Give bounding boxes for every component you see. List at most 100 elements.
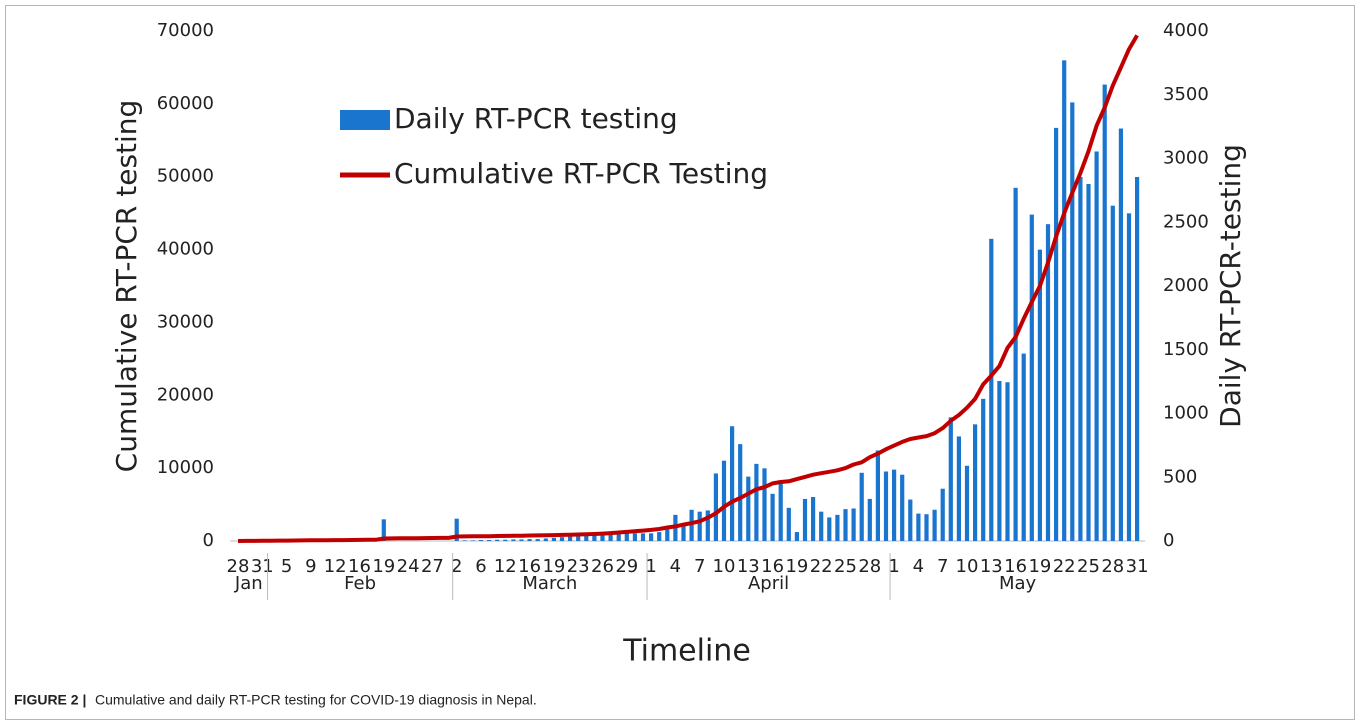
y-tick-label: 30000 xyxy=(157,311,214,332)
bar xyxy=(568,536,573,541)
bar xyxy=(835,514,840,541)
bar xyxy=(916,513,921,541)
x-tick-label: 16 xyxy=(1004,556,1027,577)
x-tick-label: 22 xyxy=(1053,556,1076,577)
bar xyxy=(964,465,970,541)
y-tick-label: 60000 xyxy=(157,93,214,114)
x-tick-label: 28 xyxy=(227,556,250,577)
bar xyxy=(511,539,516,541)
bar xyxy=(600,533,605,541)
y2-tick-label: 0 xyxy=(1163,530,1174,551)
y-tick-label: 20000 xyxy=(157,384,214,405)
bar xyxy=(1078,176,1083,542)
bar xyxy=(381,519,386,541)
bar xyxy=(705,510,710,541)
x-tick-label: 22 xyxy=(810,556,833,577)
bar xyxy=(681,525,686,541)
legend-label: Daily RT-PCR testing xyxy=(394,102,678,135)
bar xyxy=(462,540,467,541)
x-tick-label: 9 xyxy=(305,556,316,577)
bar xyxy=(875,450,880,541)
y2-tick-label: 2000 xyxy=(1163,275,1209,296)
x-tick-label: 12 xyxy=(494,556,517,577)
bar xyxy=(543,538,548,541)
month-label: Feb xyxy=(344,573,376,594)
bar xyxy=(584,535,589,541)
bar xyxy=(956,436,961,541)
x-axis-title: Timeline xyxy=(622,634,751,669)
bar xyxy=(948,417,953,541)
month-label: April xyxy=(748,573,789,594)
legend-label: Cumulative RT-PCR Testing xyxy=(394,157,768,190)
x-tick-label: 26 xyxy=(591,556,614,577)
y2-tick-label: 1000 xyxy=(1163,403,1209,424)
x-tick-label: 19 xyxy=(372,556,395,577)
frame xyxy=(5,5,1355,720)
bar xyxy=(1005,382,1010,541)
y2-tick-label: 500 xyxy=(1163,466,1197,487)
bar xyxy=(932,509,937,541)
y-tick-label: 40000 xyxy=(157,239,214,260)
bar xyxy=(794,532,799,541)
y-tick-label: 50000 xyxy=(157,166,214,187)
bar xyxy=(924,514,929,541)
y2-axis-title: Daily RT-PCR-testing xyxy=(1214,144,1247,428)
x-tick-label: 7 xyxy=(694,556,705,577)
bar xyxy=(730,426,735,541)
x-tick-label: 28 xyxy=(858,556,881,577)
bar xyxy=(519,539,524,541)
x-tick-label: 29 xyxy=(615,556,638,577)
bar xyxy=(746,476,751,541)
bar xyxy=(738,444,743,541)
bar xyxy=(1062,60,1067,541)
bar xyxy=(778,480,783,541)
bar xyxy=(762,468,767,541)
bar xyxy=(770,493,775,541)
y-tick-label: 10000 xyxy=(157,457,214,478)
x-tick-label: 24 xyxy=(397,556,420,577)
x-tick-label: 10 xyxy=(713,556,736,577)
y-tick-label: 70000 xyxy=(157,20,214,41)
bar xyxy=(900,474,905,541)
bar xyxy=(454,518,459,541)
x-tick-label: 16 xyxy=(761,556,784,577)
y2-tick-label: 3500 xyxy=(1163,84,1209,105)
bar xyxy=(1135,176,1140,542)
caption-label: FIGURE 2 | xyxy=(14,692,86,708)
bar xyxy=(495,539,500,541)
bar xyxy=(1086,184,1091,541)
bar xyxy=(940,488,945,541)
caption: Cumulative and daily RT-PCR testing for … xyxy=(95,692,537,708)
bar xyxy=(689,509,694,541)
y2-tick-label: 4000 xyxy=(1163,20,1209,41)
bar xyxy=(608,533,613,541)
bar xyxy=(1094,151,1099,542)
bar xyxy=(697,511,702,541)
bar xyxy=(1013,187,1018,541)
line xyxy=(237,34,1139,543)
y2-tick-label: 1500 xyxy=(1163,339,1209,360)
bar xyxy=(592,534,597,541)
month-label: May xyxy=(999,573,1037,594)
x-tick-label: 28 xyxy=(1101,556,1124,577)
x-tick-label: 25 xyxy=(834,556,857,577)
bar xyxy=(981,398,986,541)
bar xyxy=(527,539,532,541)
bar xyxy=(470,540,475,541)
bar xyxy=(802,498,808,541)
bar xyxy=(786,507,791,541)
month-label: March xyxy=(522,573,577,594)
bar xyxy=(640,533,646,541)
bar xyxy=(478,539,484,541)
bar xyxy=(892,469,897,541)
y-axis-title: Cumulative RT-PCR testing xyxy=(110,100,143,473)
bar xyxy=(989,238,994,541)
x-tick-label: 13 xyxy=(737,556,760,577)
bar xyxy=(1118,128,1123,541)
x-tick-label: 13 xyxy=(980,556,1003,577)
bar xyxy=(851,508,856,541)
bar xyxy=(657,532,662,541)
x-tick-label: 7 xyxy=(937,556,948,577)
x-tick-label: 1 xyxy=(888,556,899,577)
